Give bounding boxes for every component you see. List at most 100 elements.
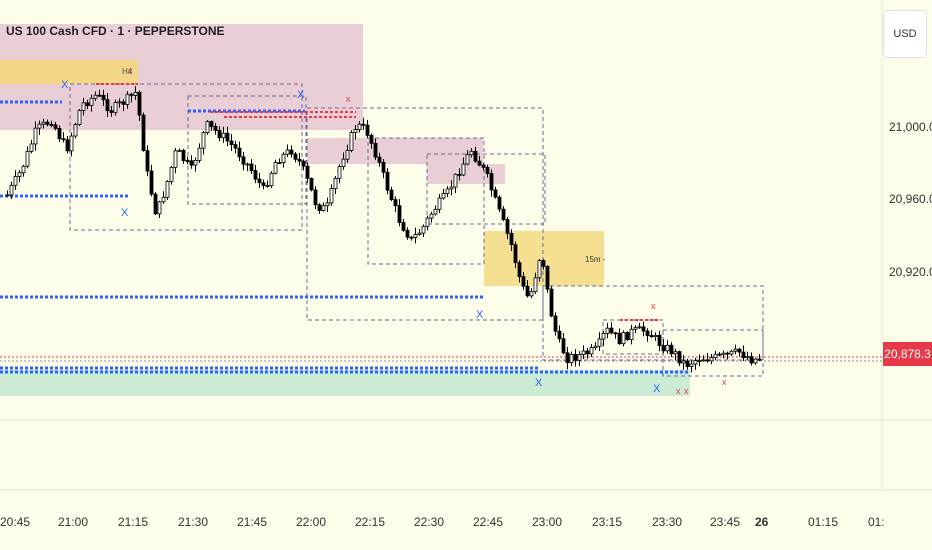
candles bbox=[5, 86, 762, 373]
bearish-candle bbox=[265, 185, 270, 187]
time-label: 22:30 bbox=[414, 515, 444, 529]
bearish-candle bbox=[405, 229, 410, 238]
bearish-candle bbox=[261, 182, 266, 186]
bearish-candle bbox=[521, 276, 526, 287]
x-marker: X bbox=[476, 309, 484, 321]
bearish-candle bbox=[65, 139, 70, 152]
bearish-candle bbox=[185, 160, 190, 162]
bullish-candle bbox=[433, 208, 438, 215]
bearish-candle bbox=[493, 189, 498, 198]
bullish-candle bbox=[69, 135, 74, 152]
bearish-candle bbox=[705, 359, 710, 362]
currency-button[interactable]: USD bbox=[883, 10, 927, 58]
bullish-candle bbox=[637, 326, 642, 329]
m15-zone bbox=[484, 231, 604, 286]
supply-zone-3 bbox=[427, 164, 505, 184]
bearish-candle bbox=[181, 149, 186, 161]
time-label: 01: bbox=[868, 515, 885, 529]
bearish-candle bbox=[573, 354, 578, 361]
bullish-candle bbox=[453, 173, 458, 188]
bearish-candle bbox=[381, 161, 386, 173]
small-x-marker: x bbox=[128, 66, 133, 76]
bearish-candle bbox=[557, 330, 562, 340]
bullish-candle bbox=[753, 358, 758, 364]
bearish-candle bbox=[525, 285, 530, 297]
bearish-candle bbox=[137, 91, 142, 116]
bearish-candle bbox=[277, 162, 282, 164]
supply-zone-2 bbox=[307, 138, 483, 164]
bearish-candle bbox=[189, 160, 194, 166]
bearish-candle bbox=[237, 147, 242, 158]
price-label: 20,960.0 bbox=[889, 192, 932, 206]
bullish-candle bbox=[589, 347, 594, 355]
bullish-candle bbox=[577, 354, 582, 361]
bullish-candle bbox=[633, 327, 638, 330]
bullish-candle bbox=[697, 360, 702, 362]
bullish-candle bbox=[245, 163, 250, 166]
bearish-candle bbox=[105, 99, 110, 112]
bullish-candle bbox=[437, 197, 442, 210]
bearish-candle bbox=[141, 114, 146, 151]
bullish-candle bbox=[449, 186, 454, 190]
price-label: 21,000.0 bbox=[889, 120, 932, 134]
bearish-candle bbox=[757, 358, 762, 361]
bearish-candle bbox=[241, 156, 246, 165]
bullish-candle bbox=[341, 158, 346, 167]
bearish-candle bbox=[257, 178, 262, 184]
bullish-candle bbox=[157, 201, 162, 215]
time-label: 22:00 bbox=[296, 515, 326, 529]
bearish-candle bbox=[225, 132, 230, 142]
time-label: 01:15 bbox=[808, 515, 838, 529]
bearish-candle bbox=[57, 128, 62, 140]
small-x-marker: x bbox=[651, 301, 656, 311]
bearish-candle bbox=[377, 156, 382, 163]
bullish-candle bbox=[653, 334, 658, 338]
bearish-candle bbox=[549, 288, 554, 317]
bullish-candle bbox=[529, 291, 534, 297]
bearish-candle bbox=[253, 170, 258, 180]
bearish-candle bbox=[749, 356, 754, 364]
bullish-candle bbox=[93, 94, 98, 99]
bullish-candle bbox=[469, 150, 474, 156]
bearish-candle bbox=[129, 93, 134, 96]
bearish-candle bbox=[249, 163, 254, 171]
bearish-candle bbox=[517, 262, 522, 278]
bearish-candle bbox=[361, 123, 366, 126]
time-label: 21:30 bbox=[178, 515, 208, 529]
small-x-marker: x bbox=[722, 377, 727, 387]
bullish-candle bbox=[89, 97, 94, 106]
bullish-candle bbox=[629, 328, 634, 341]
bearish-candle bbox=[369, 135, 374, 144]
bullish-candle bbox=[713, 353, 718, 359]
bearish-candle bbox=[645, 330, 650, 336]
bearish-candle bbox=[565, 352, 570, 364]
bearish-candle bbox=[149, 170, 154, 195]
bullish-candle bbox=[337, 166, 342, 179]
bearish-candle bbox=[373, 142, 378, 158]
time-label: 23:45 bbox=[710, 515, 740, 529]
bullish-candle bbox=[33, 127, 38, 145]
m15-label: 15m - bbox=[585, 255, 606, 264]
symbol-title[interactable]: US 100 Cash CFD · 1 · PEPPERSTONE bbox=[6, 24, 225, 38]
bearish-candle bbox=[397, 205, 402, 223]
bullish-candle bbox=[17, 172, 22, 177]
bearish-candle bbox=[505, 219, 510, 234]
bearish-candle bbox=[401, 222, 406, 231]
bullish-candle bbox=[733, 348, 738, 352]
bullish-candle bbox=[77, 110, 82, 125]
bullish-candle bbox=[605, 327, 610, 334]
bullish-candle bbox=[729, 350, 734, 355]
bullish-candle bbox=[621, 332, 626, 345]
bearish-candle bbox=[617, 332, 622, 345]
bullish-candle bbox=[673, 351, 678, 355]
bullish-candle bbox=[349, 132, 354, 151]
bullish-candle bbox=[665, 344, 670, 352]
bearish-candle bbox=[145, 150, 150, 172]
bullish-candle bbox=[221, 132, 226, 139]
bearish-candle bbox=[501, 208, 506, 220]
bullish-candle bbox=[413, 234, 418, 238]
bearish-candle bbox=[301, 160, 306, 167]
bullish-candle bbox=[465, 154, 470, 165]
bearish-candle bbox=[153, 193, 158, 215]
